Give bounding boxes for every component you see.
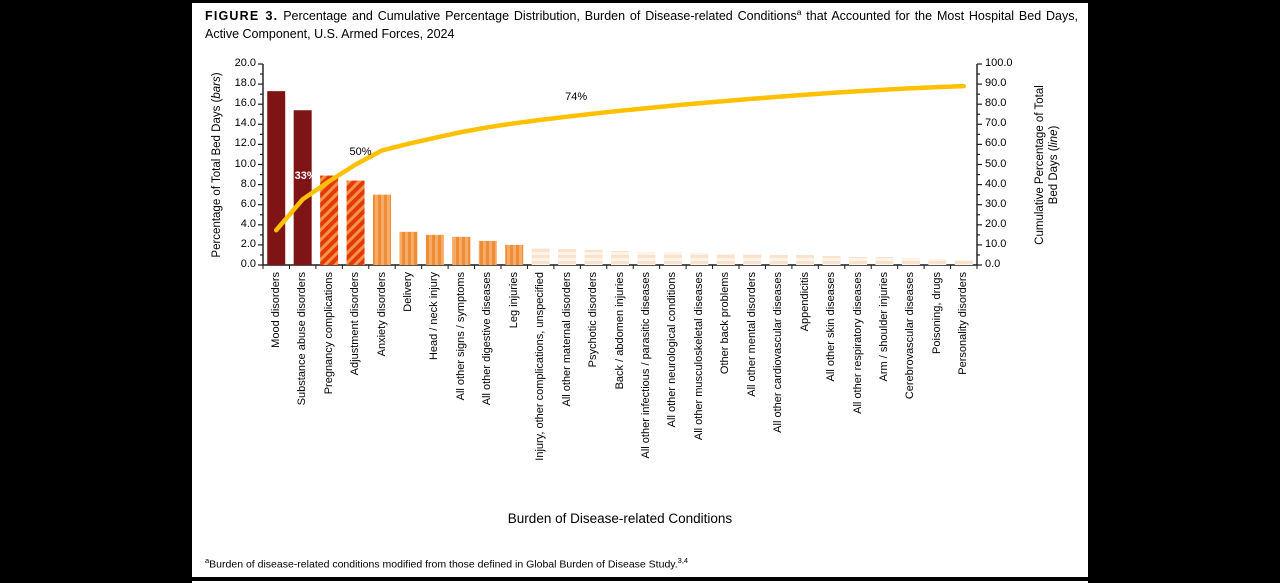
left-axis-tick-label: 10.0 bbox=[234, 157, 256, 170]
left-axis-tick-label: 20.0 bbox=[234, 57, 256, 69]
bar-4 bbox=[346, 180, 365, 265]
right-axis-tick-label: 10.0 bbox=[985, 237, 1007, 250]
bar-3 bbox=[320, 175, 339, 265]
bar-9 bbox=[478, 240, 497, 265]
bar-19 bbox=[743, 253, 762, 265]
bar-25 bbox=[901, 257, 920, 265]
figure-page: FIGURE 3. Percentage and Cumulative Perc… bbox=[192, 0, 1088, 583]
right-axis-tick-label: 50.0 bbox=[985, 157, 1007, 170]
footnote-text: Burden of disease-related conditions mod… bbox=[209, 558, 678, 571]
pareto-chart: Percentage of Total Bed Days (bars) Cumu… bbox=[192, 0, 1088, 583]
category-label: All other neurological conditions bbox=[666, 272, 679, 428]
right-axis-tick-label: 60.0 bbox=[985, 137, 1007, 150]
footnote-reference: 3,4 bbox=[677, 556, 689, 565]
left-axis-tick-label: 8.0 bbox=[240, 177, 256, 190]
bar-5 bbox=[373, 194, 391, 265]
category-label: Adjustment disorders bbox=[349, 272, 362, 376]
bar-16 bbox=[663, 251, 682, 265]
bar-11 bbox=[531, 247, 550, 265]
bar-10 bbox=[505, 244, 524, 265]
left-axis-tick-label: 18.0 bbox=[234, 77, 256, 90]
footnote-superscript: a bbox=[205, 556, 210, 565]
category-label: Appendicitis bbox=[798, 272, 811, 332]
top-rule bbox=[192, 0, 1088, 3]
bar-21 bbox=[796, 254, 815, 265]
category-label: Delivery bbox=[401, 272, 414, 312]
category-label: All other maternal disorders bbox=[560, 272, 573, 407]
category-label: All other respiratory diseases bbox=[851, 272, 864, 414]
footnote: aBurden of disease-related conditions mo… bbox=[205, 556, 1065, 571]
category-label: All other musculoskeletal diseases bbox=[692, 272, 705, 441]
figure-title: FIGURE 3. Percentage and Cumulative Perc… bbox=[205, 6, 1078, 44]
bar-2 bbox=[293, 110, 312, 265]
right-axis-tick-label: 80.0 bbox=[985, 97, 1007, 110]
bar-1 bbox=[267, 91, 286, 265]
right-axis-tick-label: 30.0 bbox=[985, 197, 1007, 210]
bar-12 bbox=[558, 248, 577, 265]
bar-7 bbox=[425, 234, 444, 265]
category-label: Back / abdomen injuries bbox=[613, 272, 626, 390]
category-label: Leg injuries bbox=[507, 272, 520, 329]
category-label: Psychotic disorders bbox=[587, 272, 600, 368]
category-label: All other skin diseases bbox=[825, 272, 838, 382]
category-label: All other infectious / parasitic disease… bbox=[639, 272, 652, 459]
bar-23 bbox=[849, 256, 867, 265]
right-axis-tick-label: 0.0 bbox=[985, 258, 1001, 270]
right-axis-tick-label: 100.0 bbox=[985, 57, 1013, 69]
line-annotation-74pct: 74% bbox=[565, 90, 588, 103]
category-label: Arm / shoulder injuries bbox=[877, 272, 890, 382]
bar-6 bbox=[399, 231, 418, 265]
figure-title-text: Percentage and Cumulative Percentage Dis… bbox=[283, 9, 797, 24]
bar-18 bbox=[716, 253, 735, 265]
category-label: Substance abuse disorders bbox=[296, 272, 309, 406]
chart-canvas bbox=[258, 63, 982, 269]
bar-26 bbox=[928, 258, 947, 265]
x-axis-title: Burden of Disease-related Conditions bbox=[507, 511, 733, 526]
category-label: Pregnancy complications bbox=[322, 272, 335, 395]
left-axis-tick-label: 4.0 bbox=[240, 217, 256, 230]
bar-8 bbox=[452, 236, 471, 265]
figure-title-tail: that Accounted for the Most Hospital Bed… bbox=[205, 9, 1078, 41]
left-axis-tick-label: 12.0 bbox=[234, 137, 256, 150]
bar-22 bbox=[822, 255, 841, 265]
bar-15 bbox=[637, 251, 656, 265]
category-label: All other digestive diseases bbox=[481, 272, 494, 406]
bar-20 bbox=[769, 254, 788, 265]
category-label: All other cardiovascular diseases bbox=[772, 272, 785, 433]
cumulative-line bbox=[273, 83, 967, 233]
bar-17 bbox=[690, 252, 709, 265]
right-axis-tick-label: 90.0 bbox=[985, 77, 1007, 90]
category-label: Personality disorders bbox=[957, 272, 970, 375]
figure-label: FIGURE 3. bbox=[205, 9, 279, 24]
category-label: Cerebrovascular diseases bbox=[904, 272, 917, 400]
right-axis-tick-label: 40.0 bbox=[985, 177, 1007, 190]
category-label: All other signs / symptoms bbox=[454, 272, 467, 401]
line-annotation-33pct: 33% bbox=[294, 170, 317, 183]
category-label: Poisoning, drugs bbox=[930, 272, 943, 354]
category-label: Mood disorders bbox=[269, 272, 282, 348]
left-axis-tick-label: 2.0 bbox=[240, 237, 256, 250]
bottom-rule bbox=[192, 577, 1088, 581]
right-axis-tick-label: 70.0 bbox=[985, 117, 1007, 130]
left-axis-tick-label: 16.0 bbox=[234, 97, 256, 110]
category-label: Anxiety disorders bbox=[375, 272, 388, 357]
category-label: Head / neck injury bbox=[428, 272, 441, 361]
category-label: All other mental disorders bbox=[745, 272, 758, 397]
category-label: Injury, other complications, unspecified bbox=[534, 272, 547, 461]
bar-27 bbox=[954, 259, 973, 265]
left-axis-tick-label: 0.0 bbox=[240, 258, 256, 270]
bar-14 bbox=[611, 250, 629, 265]
bar-24 bbox=[875, 256, 894, 265]
right-axis-tick-label: 20.0 bbox=[985, 217, 1007, 230]
category-label: Other back problems bbox=[719, 272, 732, 375]
figure-title-superscript: a bbox=[796, 7, 802, 17]
left-axis-tick-label: 6.0 bbox=[240, 197, 256, 210]
left-axis-tick-label: 14.0 bbox=[234, 117, 256, 130]
line-annotation-50pct: 50% bbox=[349, 145, 372, 158]
bar-13 bbox=[584, 249, 603, 265]
